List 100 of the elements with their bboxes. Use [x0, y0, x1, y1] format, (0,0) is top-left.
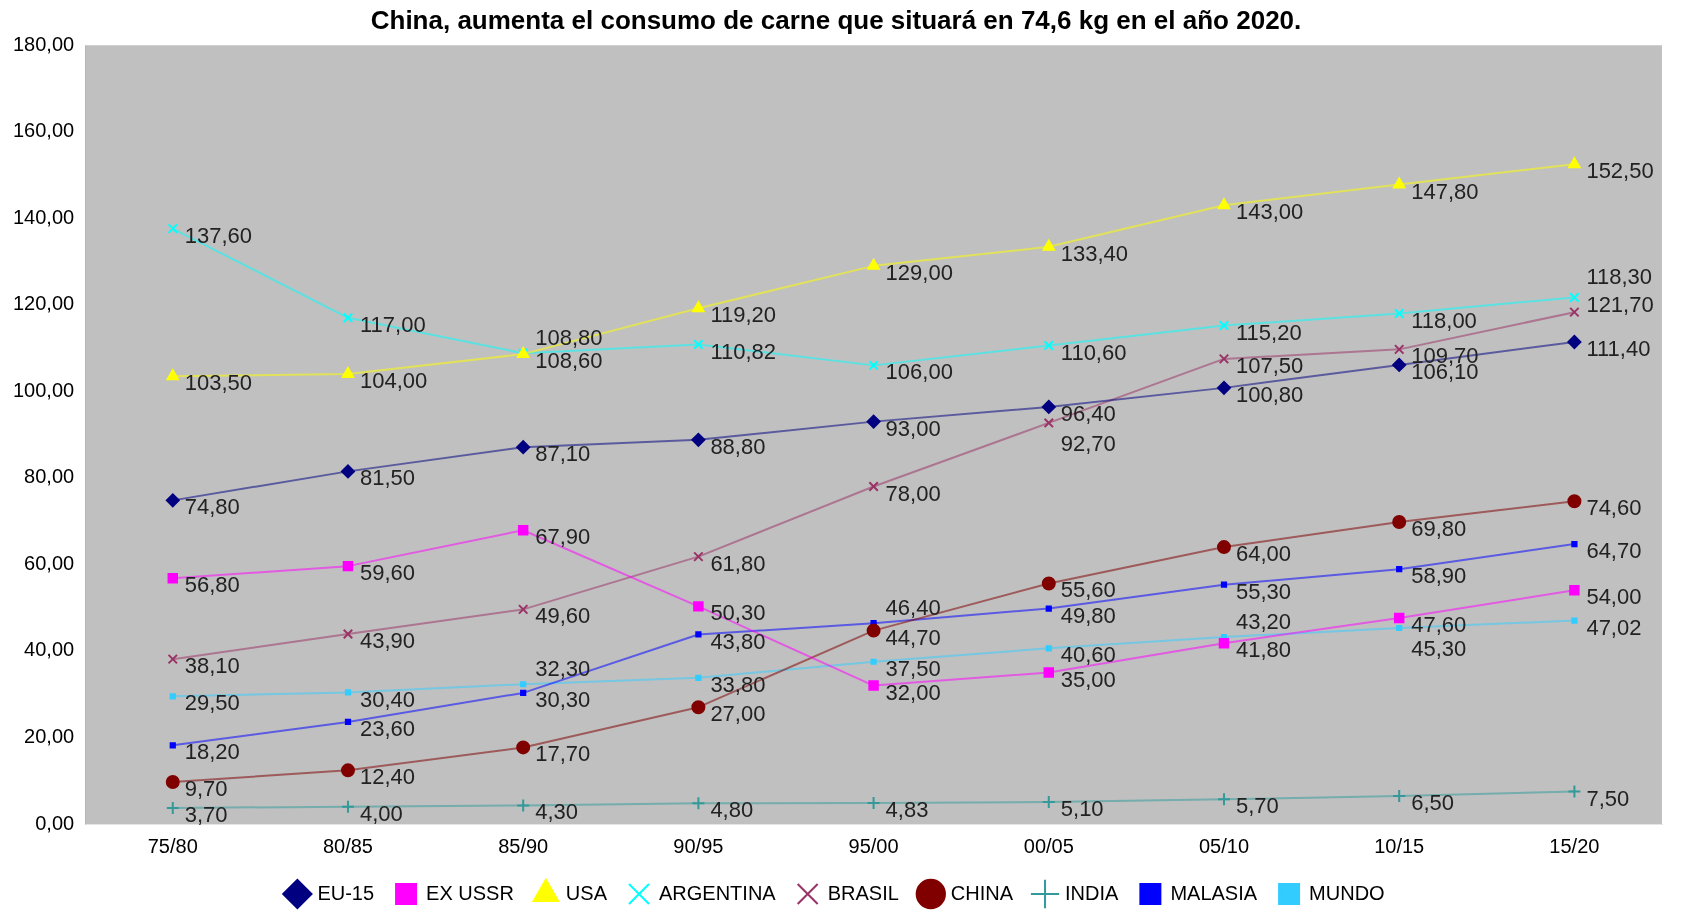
data-label: 9,70	[184, 776, 228, 802]
data-label: 93,00	[885, 415, 941, 441]
data-label: 59,60	[359, 560, 416, 586]
x-tick-label: 00/05	[1023, 834, 1074, 857]
legend-label: EX USSR	[426, 881, 514, 904]
data-label: 41,80	[1235, 637, 1292, 663]
data-label: 43,90	[359, 628, 416, 654]
data-label: 43,20	[1235, 609, 1292, 635]
y-tick-label: 120,00	[13, 292, 75, 315]
data-label: 4,00	[359, 800, 403, 826]
data-label: 108,60	[535, 348, 603, 374]
data-label: 49,60	[535, 603, 591, 629]
data-label: 111,40	[1586, 336, 1651, 362]
data-label: 104,00	[359, 368, 428, 394]
y-tick-label: 180,00	[13, 32, 75, 55]
data-label: 35,00	[1060, 666, 1116, 692]
data-label: 133,40	[1060, 240, 1129, 266]
data-label: 50,30	[710, 600, 766, 626]
data-label: 4,30	[535, 799, 579, 825]
data-label: 152,50	[1586, 158, 1654, 184]
legend-label: EU-15	[317, 881, 375, 904]
data-label: 110,60	[1060, 339, 1127, 365]
y-tick-label: 140,00	[13, 205, 75, 228]
y-tick-label: 100,00	[13, 378, 75, 401]
data-label: 87,10	[535, 441, 591, 467]
data-label: 4,83	[885, 797, 929, 823]
chart-title: China, aumenta el consumo de carne que situará en 74,6 kg en el año 2020.	[370, 4, 1302, 35]
data-label: 46,40	[885, 595, 941, 621]
legend-label: INDIA	[1065, 881, 1120, 904]
data-label: 67,90	[535, 524, 591, 550]
legend-label: ARGENTINA	[658, 881, 777, 904]
data-label: 17,70	[535, 741, 591, 767]
data-label: 119,20	[710, 302, 777, 328]
data-label: 7,50	[1586, 785, 1630, 811]
data-label: 61,80	[710, 550, 766, 576]
data-label: 54,00	[1586, 584, 1642, 610]
legend-label: MUNDO	[1309, 881, 1385, 904]
data-label: 56,80	[184, 572, 240, 598]
data-label: 18,20	[184, 739, 240, 765]
data-label: 143,00	[1235, 199, 1304, 225]
data-label: 12,40	[359, 764, 416, 790]
data-label: 88,80	[710, 433, 766, 459]
legend-label: MALASIA	[1170, 881, 1258, 904]
y-tick-label: 40,00	[24, 638, 75, 661]
data-label: 38,10	[184, 653, 240, 679]
x-tick-label: 10/15	[1374, 834, 1425, 857]
data-label: 5,70	[1235, 793, 1279, 819]
data-label: 69,80	[1411, 516, 1467, 542]
data-label: 115,20	[1235, 319, 1302, 345]
data-label: 103,50	[184, 370, 253, 396]
data-label: 58,90	[1411, 563, 1467, 589]
x-tick-label: 90/95	[673, 834, 724, 857]
data-label: 47,02	[1586, 614, 1642, 640]
legend-label: USA	[565, 881, 608, 904]
y-tick-label: 20,00	[24, 724, 75, 747]
x-tick-label: 75/80	[147, 834, 198, 857]
data-label: 30,40	[359, 686, 416, 712]
data-label: 92,70	[1060, 430, 1116, 456]
data-label: 49,80	[1060, 602, 1116, 628]
data-label: 121,70	[1586, 291, 1654, 317]
data-label: 118,00	[1411, 307, 1477, 333]
data-label: 32,00	[885, 679, 941, 705]
data-label: 55,30	[1235, 578, 1292, 604]
data-label: 27,00	[710, 701, 766, 727]
data-label: 30,30	[535, 686, 591, 712]
data-label: 45,30	[1411, 636, 1467, 662]
data-label: 6,50	[1411, 789, 1455, 815]
data-label: 118,30	[1586, 264, 1653, 290]
y-tick-label: 60,00	[24, 551, 75, 574]
data-label: 3,70	[184, 802, 228, 828]
x-tick-label: 05/10	[1198, 834, 1250, 857]
y-tick-label: 160,00	[13, 119, 75, 142]
data-label: 32,30	[535, 656, 591, 682]
data-label: 137,60	[184, 222, 253, 248]
data-label: 129,00	[885, 259, 953, 285]
data-label: 4,80	[710, 797, 754, 823]
data-label: 43,80	[710, 628, 766, 654]
data-label: 5,10	[1060, 796, 1104, 821]
data-label: 74,80	[184, 494, 240, 520]
data-label: 55,60	[1060, 577, 1116, 603]
data-label: 23,60	[359, 715, 416, 741]
data-label: 37,50	[885, 655, 941, 681]
data-label: 81,50	[359, 465, 416, 491]
data-label: 147,80	[1411, 178, 1479, 204]
legend-label: CHINA	[950, 881, 1014, 904]
x-tick-label: 80/85	[322, 834, 374, 857]
data-label: 96,40	[1060, 400, 1116, 426]
data-label: 74,60	[1586, 495, 1642, 521]
data-label: 100,80	[1235, 381, 1304, 407]
x-tick-label: 95/00	[848, 834, 899, 857]
y-tick-label: 80,00	[24, 465, 75, 488]
data-label: 44,70	[885, 624, 941, 650]
data-label: 47,60	[1411, 612, 1467, 638]
data-label: 40,60	[1060, 642, 1116, 668]
data-label: 29,50	[184, 690, 240, 716]
data-label: 64,70	[1586, 538, 1642, 564]
x-tick-label: 85/90	[498, 834, 549, 857]
data-label: 64,00	[1235, 541, 1292, 567]
legend-label: BRASIL	[827, 881, 899, 904]
data-label: 106,00	[885, 359, 953, 385]
